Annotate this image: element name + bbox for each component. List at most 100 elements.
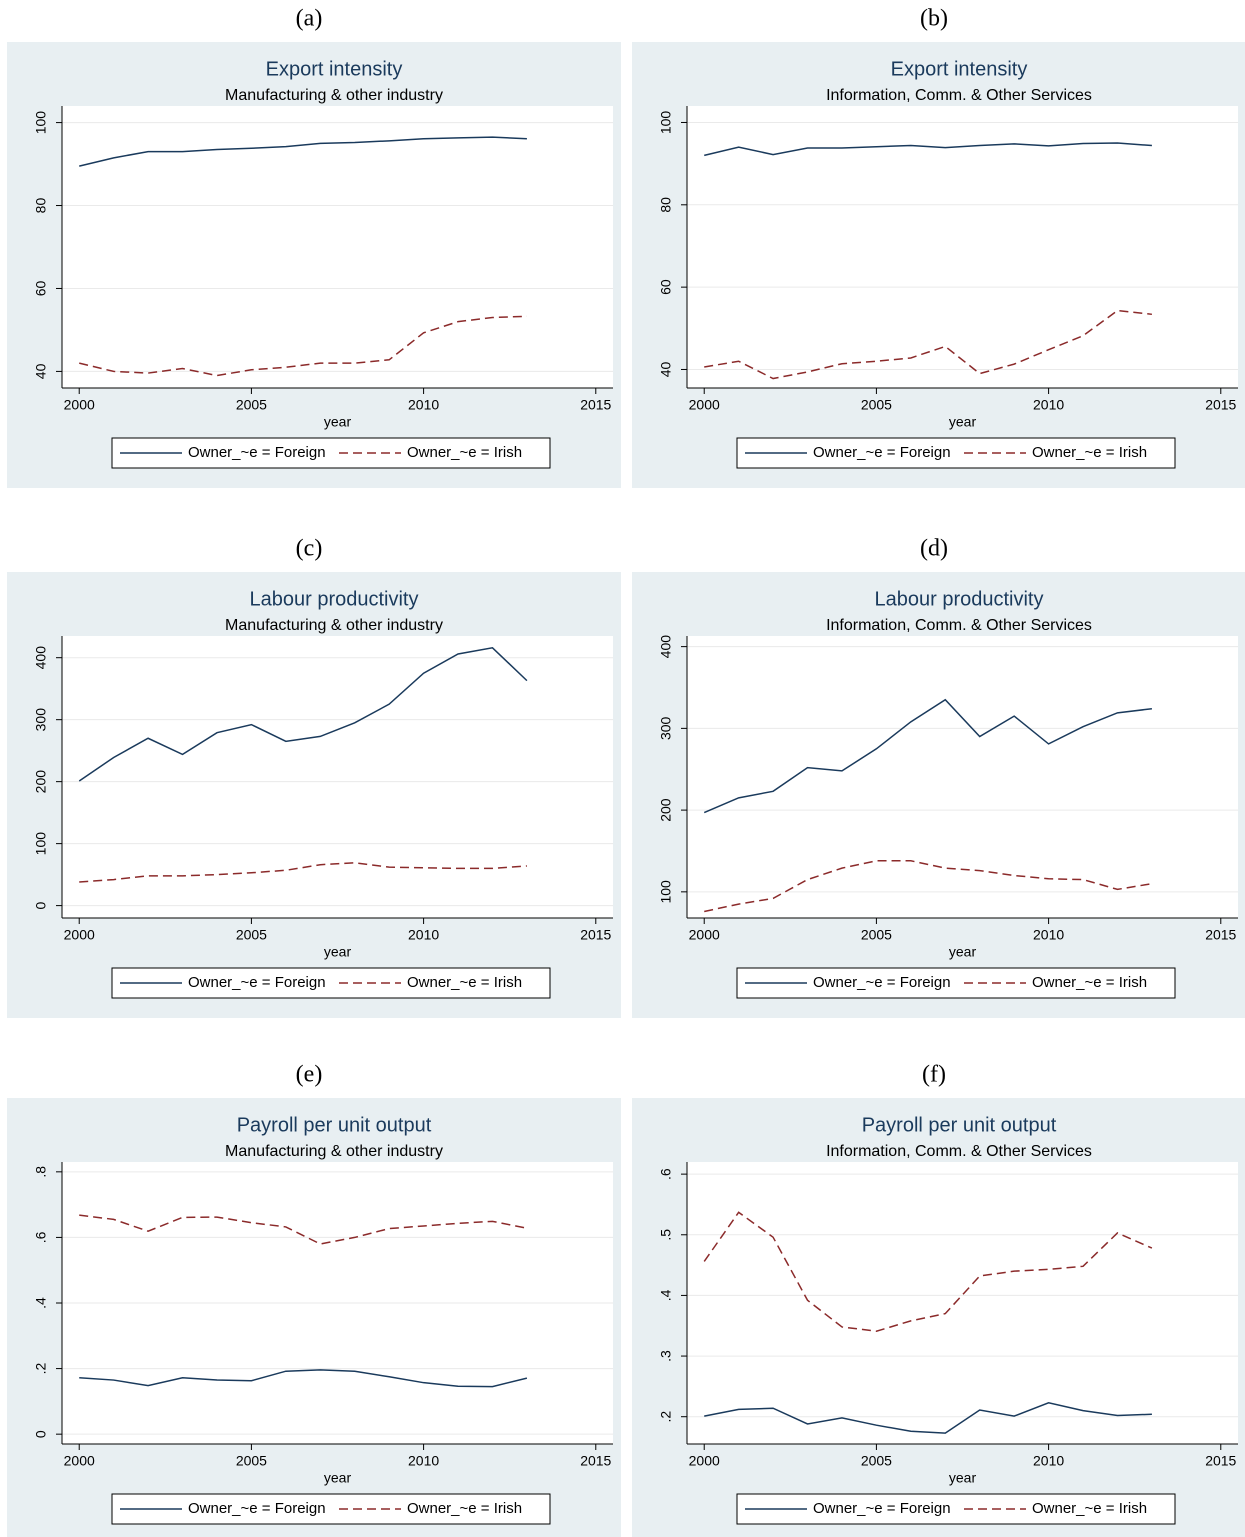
panel-label: (e) xyxy=(296,1062,323,1088)
x-tick-label: 2005 xyxy=(861,927,892,943)
y-tick-label: .4 xyxy=(33,1297,49,1309)
y-tick-label: 80 xyxy=(33,198,49,214)
y-tick-label: 300 xyxy=(33,708,49,732)
legend-label: Owner_~e = Irish xyxy=(407,444,522,461)
x-tick-label: 2005 xyxy=(861,1453,892,1469)
y-tick-label: 100 xyxy=(658,111,674,135)
series-line xyxy=(704,309,1152,380)
y-tick-label: 400 xyxy=(658,635,674,659)
y-tick-label: .2 xyxy=(33,1363,49,1375)
legend-box xyxy=(111,1493,551,1525)
x-tick-label: 2010 xyxy=(1033,1453,1064,1469)
chart-subtitle: Information, Comm. & Other Services xyxy=(826,617,1092,634)
legend-label: Owner_~e = Foreign xyxy=(813,444,951,461)
x-tick-label: 2010 xyxy=(408,927,439,943)
chart-subtitle: Information, Comm. & Other Services xyxy=(826,1143,1092,1160)
series-line xyxy=(704,860,1153,913)
legend-label: Owner_~e = Foreign xyxy=(188,974,326,991)
plot-area xyxy=(687,106,1238,388)
panel-label: (f) xyxy=(922,1062,946,1088)
x-tick-label: 2005 xyxy=(236,1453,267,1469)
x-tick-label: 2000 xyxy=(689,927,720,943)
panel-label: (d) xyxy=(920,536,948,562)
y-tick-label: .5 xyxy=(658,1229,674,1241)
legend-label: Owner_~e = Irish xyxy=(1032,444,1147,461)
chart-subtitle: Manufacturing & other industry xyxy=(225,87,443,104)
x-tick-label: 2015 xyxy=(580,927,611,943)
y-tick-label: 0 xyxy=(33,902,49,910)
legend-box xyxy=(736,1493,1176,1525)
plot-area xyxy=(687,1162,1238,1444)
x-tick-label: 2000 xyxy=(689,1453,720,1469)
x-tick-label: 2005 xyxy=(236,397,267,413)
x-tick-label: 2010 xyxy=(1033,927,1064,943)
y-tick-label: 40 xyxy=(658,361,674,377)
x-axis-label: year xyxy=(949,414,977,430)
x-tick-label: 2005 xyxy=(861,397,892,413)
x-tick-label: 2000 xyxy=(64,927,95,943)
y-tick-label: 60 xyxy=(33,280,49,296)
series-line xyxy=(79,315,527,377)
x-tick-label: 2010 xyxy=(408,1453,439,1469)
x-axis-label: year xyxy=(324,414,352,430)
plot-area xyxy=(687,636,1238,918)
y-tick-label: .6 xyxy=(33,1231,49,1243)
series-line xyxy=(79,862,527,883)
series-line xyxy=(79,136,527,167)
series-line xyxy=(79,1369,528,1388)
legend-box xyxy=(111,437,551,469)
legend-box xyxy=(736,437,1176,469)
legend-label: Owner_~e = Irish xyxy=(407,974,522,991)
series-line xyxy=(79,1214,528,1245)
series-line xyxy=(703,1211,1153,1332)
chart-subtitle: Information, Comm. & Other Services xyxy=(826,87,1092,104)
series-line xyxy=(703,698,1152,814)
y-tick-label: 400 xyxy=(33,646,49,670)
x-tick-label: 2015 xyxy=(580,1453,611,1469)
y-tick-label: .2 xyxy=(658,1411,674,1423)
y-tick-label: 200 xyxy=(658,798,674,822)
y-tick-label: 0 xyxy=(33,1430,49,1438)
plot-area xyxy=(62,636,613,918)
legend-box xyxy=(111,967,551,999)
x-tick-label: 2015 xyxy=(1205,927,1236,943)
x-axis-label: year xyxy=(949,944,977,960)
legend-label: Owner_~e = Foreign xyxy=(813,1500,951,1517)
x-tick-label: 2010 xyxy=(1033,397,1064,413)
legend-box xyxy=(736,967,1176,999)
legend-label: Owner_~e = Foreign xyxy=(188,1500,326,1517)
y-tick-label: .8 xyxy=(33,1166,49,1178)
y-tick-label: .4 xyxy=(658,1289,674,1301)
y-tick-label: 60 xyxy=(658,279,674,295)
x-tick-label: 2015 xyxy=(1205,397,1236,413)
chart-title: Export intensity xyxy=(891,58,1028,80)
y-tick-label: 300 xyxy=(658,716,674,740)
y-tick-label: 100 xyxy=(33,111,49,135)
x-axis-label: year xyxy=(949,1470,977,1486)
x-tick-label: 2000 xyxy=(689,397,720,413)
series-line xyxy=(704,1401,1152,1434)
legend-label: Owner_~e = Irish xyxy=(407,1500,522,1517)
series-line xyxy=(704,142,1152,157)
chart-title: Payroll per unit output xyxy=(237,1114,432,1136)
x-tick-label: 2015 xyxy=(1205,1453,1236,1469)
chart-title: Export intensity xyxy=(266,58,403,80)
series-line xyxy=(78,646,528,782)
x-tick-label: 2005 xyxy=(236,927,267,943)
panel-label: (c) xyxy=(296,536,323,562)
legend-label: Owner_~e = Foreign xyxy=(188,444,326,461)
y-tick-label: 100 xyxy=(33,832,49,856)
x-axis-label: year xyxy=(324,944,352,960)
y-tick-label: 40 xyxy=(33,363,49,379)
chart-title: Labour productivity xyxy=(875,588,1044,610)
y-tick-label: 200 xyxy=(33,770,49,794)
x-tick-label: 2000 xyxy=(64,1453,95,1469)
y-tick-label: .3 xyxy=(658,1350,674,1362)
panel-label: (b) xyxy=(920,6,948,32)
y-tick-label: .6 xyxy=(658,1168,674,1180)
x-tick-label: 2015 xyxy=(580,397,611,413)
y-tick-label: 100 xyxy=(658,880,674,904)
plot-area xyxy=(62,106,613,388)
